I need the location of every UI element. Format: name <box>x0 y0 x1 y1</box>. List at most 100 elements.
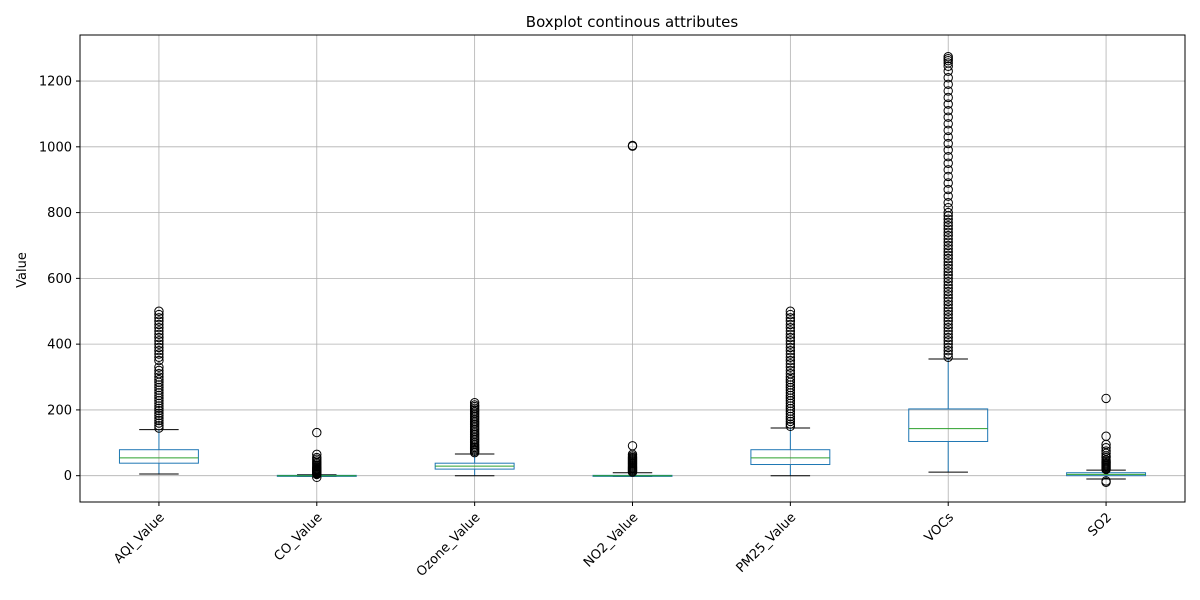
outlier-point <box>154 421 164 431</box>
outlier-point <box>943 319 953 330</box>
outlier-point <box>943 125 953 136</box>
y-tick-label: 200 <box>47 403 72 418</box>
outlier-point <box>785 346 796 356</box>
outlier-point <box>154 372 164 382</box>
outlier-point <box>943 250 953 261</box>
outlier-point <box>943 299 953 310</box>
outlier-point <box>469 400 480 410</box>
outlier-point <box>943 293 953 303</box>
outlier-point <box>943 280 953 290</box>
outlier-point <box>785 380 796 390</box>
outlier-point <box>154 352 164 362</box>
plot-layer <box>118 52 1147 487</box>
outlier-point <box>943 326 953 336</box>
outlier-point <box>785 332 796 343</box>
outlier-point <box>943 309 953 320</box>
outlier-point <box>943 73 953 83</box>
outlier-point <box>943 158 953 168</box>
box-co-value <box>276 427 357 483</box>
y-tick-label: 1000 <box>39 140 72 155</box>
outlier-point <box>154 415 164 426</box>
outlier-point <box>943 178 953 188</box>
outlier-point <box>154 322 164 333</box>
outlier-point <box>943 119 953 129</box>
outlier-point <box>943 247 953 257</box>
outlier-point <box>943 202 953 213</box>
outlier-point <box>943 322 953 333</box>
outlier-point <box>154 332 164 343</box>
outlier-point <box>943 336 953 346</box>
outlier-point <box>785 382 796 393</box>
outlier-point <box>943 283 953 293</box>
outlier-point <box>154 313 164 323</box>
box-ozone-value <box>434 397 515 477</box>
x-tick-label-so2: SO2 <box>1085 510 1115 540</box>
y-tick-label: 400 <box>47 338 72 353</box>
outlier-point <box>154 418 164 428</box>
outlier-point <box>943 286 953 297</box>
outlier-point <box>943 257 953 267</box>
x-tick-label-vocs: VOCs <box>922 510 957 545</box>
outlier-point <box>785 393 796 403</box>
outlier-point <box>154 329 164 339</box>
outlier-point <box>943 349 953 359</box>
outlier-point <box>154 349 164 359</box>
outlier-point <box>943 273 953 284</box>
outlier-point <box>943 316 953 326</box>
outlier-point <box>785 414 796 424</box>
y-tick-label: 0 <box>64 469 72 484</box>
outlier-point <box>154 382 164 393</box>
outlier-point <box>943 138 953 149</box>
outlier-point <box>943 303 953 313</box>
outlier-point <box>943 346 953 356</box>
outlier-point <box>154 342 164 353</box>
outlier-point <box>785 396 796 406</box>
outlier-point <box>154 339 164 349</box>
box-no2-value <box>592 140 673 477</box>
outlier-point <box>1101 393 1111 404</box>
outlier-point <box>627 140 638 151</box>
outlier-point <box>154 390 164 401</box>
outlier-point <box>154 393 164 403</box>
outlier-point <box>943 92 953 103</box>
outlier-point <box>943 244 953 254</box>
outlier-point <box>943 191 953 201</box>
x-tick-label-co-value: CO_Value <box>272 510 326 564</box>
outlier-point <box>943 165 953 175</box>
x-tick-label-ozone-value: Ozone_Value <box>414 510 484 580</box>
outlier-point <box>943 184 953 195</box>
outlier-point <box>785 372 796 382</box>
outlier-point <box>785 306 796 316</box>
outlier-point <box>943 207 953 218</box>
outlier-point <box>943 171 953 182</box>
outlier-point <box>1101 446 1111 456</box>
outlier-point <box>154 319 164 330</box>
outlier-point <box>943 237 953 247</box>
y-axis-label: Value <box>15 252 30 288</box>
outlier-point <box>785 309 796 320</box>
iqr-box <box>750 449 831 466</box>
outlier-point <box>154 346 164 356</box>
outlier-point <box>154 374 164 385</box>
outlier-point <box>785 390 796 401</box>
outlier-point <box>154 309 164 320</box>
outlier-point <box>943 145 953 155</box>
outlier-point <box>154 410 164 421</box>
outlier-point <box>154 380 164 390</box>
outlier-point <box>943 214 953 224</box>
outlier-point <box>943 217 953 228</box>
outlier-point <box>785 349 796 359</box>
outlier-point <box>785 401 796 411</box>
outlier-point <box>943 105 953 116</box>
outlier-point <box>943 52 953 62</box>
y-tick-label: 1200 <box>39 75 72 90</box>
box-vocs <box>908 52 989 473</box>
outlier-point <box>154 405 164 416</box>
outlier-point <box>943 221 953 231</box>
x-tick-label-pm25-value: PM25_Value <box>734 510 800 576</box>
outlier-point <box>943 342 953 353</box>
outlier-point <box>943 240 953 251</box>
outlier-point <box>785 342 796 353</box>
outlier-point <box>785 406 796 416</box>
axis-layer: 0 200 400 600 800 1000 1200 AQI_Value CO_Value Oz… <box>39 75 1115 580</box>
